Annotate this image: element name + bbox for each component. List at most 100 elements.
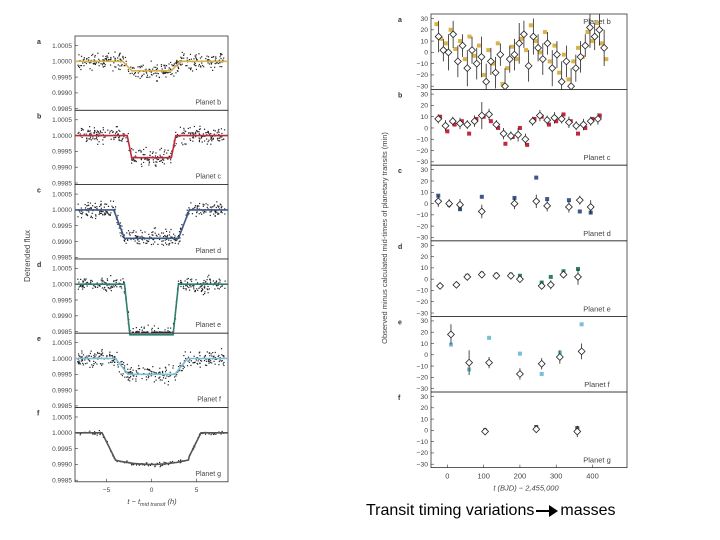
flux-point: [168, 331, 170, 333]
observed-point: [481, 427, 490, 436]
flux-point: [186, 65, 188, 67]
flux-point: [94, 361, 97, 364]
flux-point: [96, 130, 98, 132]
flux-point: [213, 129, 215, 131]
model-point: [486, 48, 491, 53]
flux-point: [139, 67, 141, 69]
flux-point: [168, 244, 170, 246]
flux-point: [140, 158, 142, 160]
flux-point: [199, 128, 201, 130]
flux-point: [86, 355, 88, 357]
flux-point: [213, 360, 215, 362]
flux-point: [77, 361, 79, 363]
flux-point: [197, 205, 199, 207]
flux-point: [109, 64, 112, 66]
y-tick-label: 0.9985: [52, 255, 72, 262]
observed-point: [590, 32, 599, 41]
flux-point: [127, 376, 129, 378]
flux-point: [116, 351, 118, 354]
flux-point: [78, 355, 80, 357]
flux-point: [155, 161, 157, 163]
flux-point: [207, 56, 210, 58]
flux-point: [87, 208, 89, 210]
flux-point: [152, 238, 154, 241]
flux-point: [148, 162, 150, 164]
flux-point: [127, 132, 129, 135]
flux-point: [168, 364, 170, 366]
flux-point: [165, 369, 167, 371]
flux-point: [173, 63, 176, 65]
flux-point: [195, 56, 197, 58]
flux-point: [196, 211, 198, 213]
flux-point: [156, 72, 158, 74]
flux-point: [155, 66, 157, 68]
flux-point: [178, 365, 180, 368]
flux-point: [161, 161, 164, 164]
flux-point: [120, 373, 122, 375]
flux-point: [173, 238, 175, 241]
flux-point: [102, 214, 104, 216]
flux-point: [145, 71, 147, 73]
flux-point: [200, 290, 203, 293]
y-tick-label: 1.0005: [52, 191, 72, 198]
flux-point: [182, 365, 185, 367]
y-tick-label: 1.0000: [52, 133, 72, 140]
flux-point: [183, 129, 185, 131]
flux-point: [167, 71, 169, 74]
model-point: [566, 77, 571, 82]
flux-point: [94, 131, 96, 133]
flux-point: [198, 213, 200, 215]
flux-point: [150, 73, 153, 76]
flux-point: [119, 68, 121, 71]
model-point: [519, 36, 524, 41]
flux-point: [159, 156, 161, 158]
flux-point: [216, 205, 219, 207]
flux-point: [161, 331, 163, 333]
flux-point: [218, 131, 220, 133]
flux-point: [183, 57, 185, 59]
flux-point: [130, 375, 132, 378]
flux-point: [164, 149, 166, 151]
flux-point: [131, 232, 133, 234]
flux-point: [123, 362, 125, 364]
y-tick-label: 20: [420, 103, 428, 110]
flux-point: [140, 326, 143, 328]
y-tick-label: −30: [416, 84, 428, 91]
flux-point: [153, 330, 156, 332]
flux-point: [84, 203, 86, 206]
model-point: [488, 119, 493, 124]
flux-point: [208, 352, 210, 354]
flux-point: [210, 138, 212, 140]
observed-point: [537, 281, 546, 290]
flux-point: [172, 367, 174, 369]
flux-point: [112, 70, 114, 72]
observed-point: [519, 30, 528, 39]
flux-point: [217, 284, 219, 286]
flux-point: [186, 209, 188, 211]
flux-point: [98, 356, 100, 358]
flux-point: [95, 133, 98, 136]
observed-point: [439, 46, 448, 55]
flux-point: [175, 62, 178, 65]
flux-point: [156, 159, 158, 161]
flux-point: [120, 235, 122, 237]
model-point: [495, 41, 500, 46]
flux-point: [201, 288, 204, 291]
flux-point: [87, 131, 89, 133]
flux-point: [202, 205, 204, 207]
flux-point: [221, 66, 223, 68]
flux-point: [206, 288, 208, 290]
observed-point: [528, 117, 537, 126]
flux-point: [80, 127, 83, 130]
flux-point: [141, 331, 143, 333]
model-point: [546, 122, 551, 127]
flux-point: [117, 223, 119, 225]
flux-point: [83, 58, 85, 60]
flux-point: [220, 128, 223, 130]
flux-point: [147, 369, 149, 371]
flux-point: [147, 158, 149, 160]
flux-point: [159, 461, 161, 464]
